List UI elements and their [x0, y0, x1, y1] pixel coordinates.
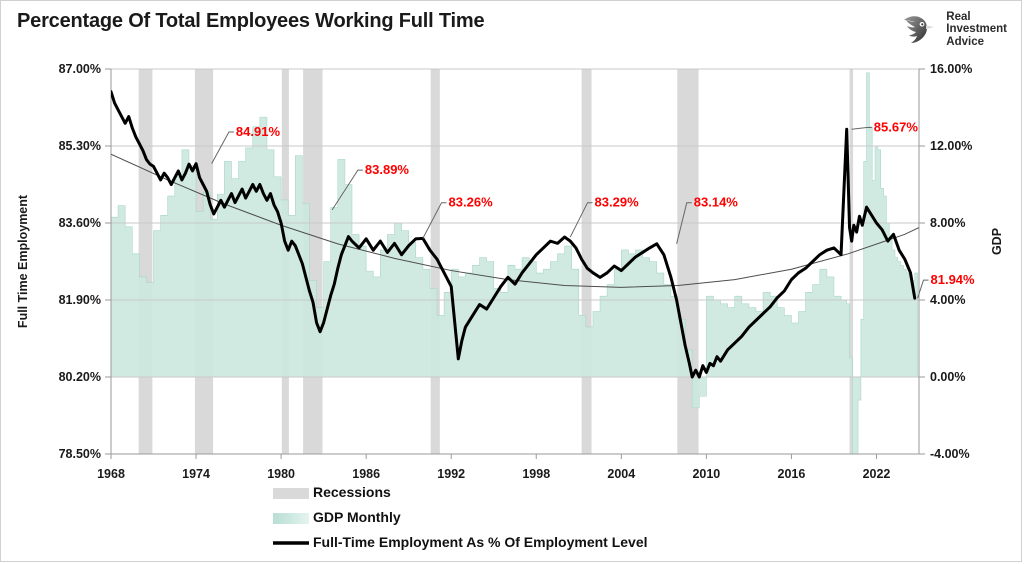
brand-line-1: Real: [946, 11, 971, 23]
y-axis-tick-labels: 78.50% 80.20% 81.90% 83.60% 85.30% 87.00%: [59, 62, 101, 461]
gdp-area-path: [111, 72, 918, 454]
y2-tick-label: 0.00%: [930, 370, 965, 384]
y-tick-label: 78.50%: [59, 447, 101, 461]
page-title: Percentage Of Total Employees Working Fu…: [17, 10, 485, 32]
x-tick-label: 1968: [97, 467, 125, 481]
brand-line-3: Advice: [946, 35, 984, 48]
axis-titles: Full Time Employment GDP: [16, 194, 1004, 328]
y-axis-title: Full Time Employment: [16, 194, 30, 328]
annotation-leader: [211, 131, 234, 164]
annotation-leader: [569, 202, 593, 238]
annotation-leader: [851, 127, 872, 130]
x-tick-label: 2022: [863, 467, 891, 481]
x-axis-tick-labels: 1968 1974 1980 1986 1992 1998 2004 2010 2016 2022: [97, 467, 890, 481]
x-tick-label: 1992: [437, 467, 465, 481]
y-tick-label: 80.20%: [59, 370, 101, 384]
data-annotations: 84.91% 83.89% 83.26% 83.29% 83.14% 85.67% 81.9…: [211, 120, 976, 299]
eagle-head-logo-icon: [904, 16, 935, 43]
y2-tick-label: -4.00%: [930, 447, 970, 461]
x-tick-label: 2016: [778, 467, 806, 481]
y2-tick-label: 4.00%: [930, 293, 965, 307]
polynomial-trend-line: [111, 153, 919, 288]
legend-swatch: [273, 488, 309, 499]
y2-axis-title: GDP: [990, 228, 1004, 255]
annotation-label: 83.29%: [595, 195, 640, 210]
annotation-label: 83.26%: [449, 195, 494, 210]
legend-label: Full-Time Employment As % Of Employment …: [313, 534, 648, 550]
y-tick-label: 85.30%: [59, 139, 101, 153]
y2-axis-tick-labels: -4.00% 0.00% 4.00% 8.00% 12.00% 16.00%: [930, 62, 972, 461]
brand-line-2: Investment: [946, 23, 1007, 36]
y-tick-label: 87.00%: [59, 62, 101, 76]
annotation-leader: [917, 279, 929, 299]
y2-tick-label: 16.00%: [930, 62, 972, 76]
annotation-label: 85.67%: [874, 120, 919, 135]
y2-tick-label: 8.00%: [930, 216, 965, 230]
x-tick-label: 1998: [522, 467, 550, 481]
recession-band: [430, 69, 440, 454]
recession-band: [581, 69, 592, 454]
annotation-leader: [676, 202, 692, 244]
legend-swatch: [273, 513, 309, 524]
annotation-leader: [422, 202, 447, 239]
x-tick-label: 1980: [267, 467, 295, 481]
annotation-label: 83.89%: [365, 162, 410, 177]
y-tick-label: 81.90%: [59, 293, 101, 307]
axes: [105, 68, 925, 459]
annotation-label: 83.14%: [694, 195, 739, 210]
recession-band: [138, 69, 153, 454]
x-tick-label: 1974: [182, 467, 210, 481]
y2-tick-label: 12.00%: [930, 139, 972, 153]
brand-logo: Real Investment Advice: [900, 9, 1007, 49]
chart-legend: Recessions GDP Monthly Full-Time Employmen…: [273, 484, 648, 550]
trend-path: [111, 153, 919, 288]
recession-band: [849, 69, 854, 454]
annotation-label: 84.91%: [236, 124, 281, 139]
legend-label: Recessions: [313, 484, 391, 500]
annotation-label: 81.94%: [931, 272, 976, 287]
employment-line-path: [111, 90, 917, 379]
y-tick-label: 83.60%: [59, 216, 101, 230]
x-tick-label: 2004: [607, 467, 635, 481]
legend-label: GDP Monthly: [313, 509, 401, 525]
x-tick-label: 1986: [352, 467, 380, 481]
gdp-monthly-area: [111, 72, 918, 454]
brand-name: Real Investment Advice: [946, 9, 1007, 48]
x-tick-label: 2010: [692, 467, 720, 481]
annotation-leader: [331, 169, 363, 211]
full-time-employment-line: [111, 90, 917, 379]
